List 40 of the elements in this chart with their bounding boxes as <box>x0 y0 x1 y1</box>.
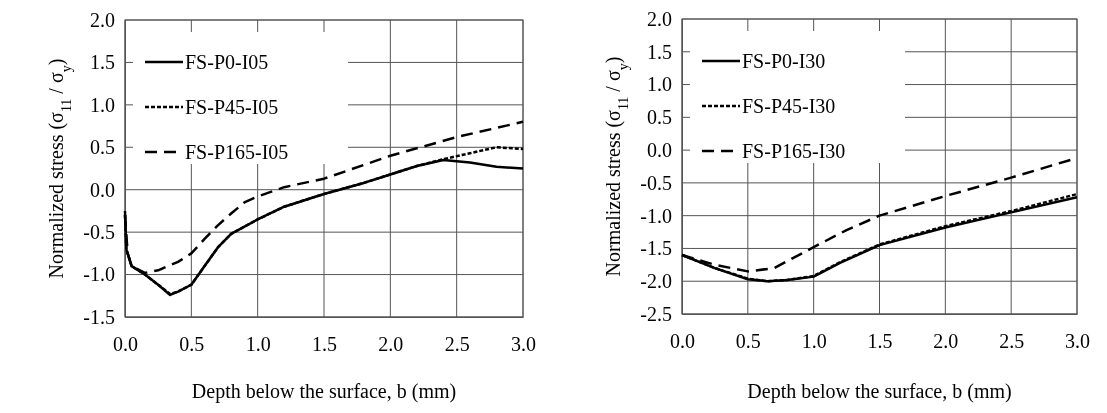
x-tick-label: 1.5 <box>312 333 337 356</box>
y-tick-label: 1.5 <box>90 51 115 74</box>
legend-label: FS-P0-I05 <box>185 51 269 73</box>
x-tick-label: 1.5 <box>867 330 893 353</box>
y-tick-label: 1.0 <box>647 73 672 96</box>
y-tick-label: 1.5 <box>647 40 672 63</box>
legend-label: FS-P45-I05 <box>185 96 279 118</box>
y-tick-label: -2.0 <box>640 270 672 293</box>
x-tick-label: 0.5 <box>179 333 205 356</box>
x-axis-title: Depth below the surface, b (mm) <box>191 380 457 403</box>
x-tick-label: 1.0 <box>245 333 271 356</box>
y-tick-label: 1.0 <box>90 93 115 116</box>
y-tick-label: -1.0 <box>640 204 672 227</box>
y-tick-label: -1.0 <box>83 263 115 286</box>
x-tick-label: 3.0 <box>1065 330 1090 353</box>
x-tick-label: 0.0 <box>670 330 695 353</box>
x-tick-label: 3.0 <box>511 333 536 356</box>
x-tick-label: 0.0 <box>113 333 138 356</box>
y-tick-label: 2.0 <box>647 7 672 30</box>
y-tick-label: 2.0 <box>90 8 115 31</box>
x-tick-label: 2.5 <box>444 333 470 356</box>
y-tick-label: 0.0 <box>647 139 672 162</box>
y-tick-label: -2.5 <box>640 302 672 325</box>
x-tick-label: 1.0 <box>801 330 827 353</box>
y-tick-label: -0.5 <box>640 171 672 194</box>
legend-label: FS-P45-I30 <box>742 95 836 117</box>
y-tick-label: 0.5 <box>647 106 672 129</box>
x-axis-title: Depth below the surface, b (mm) <box>747 380 1012 403</box>
legend-label: FS-P165-I30 <box>742 140 846 162</box>
x-tick-label: 0.5 <box>735 330 761 353</box>
y-tick-label: 0.5 <box>90 136 115 159</box>
y-tick-label: 0.0 <box>90 178 115 201</box>
y-tick-label: -1.5 <box>640 237 672 260</box>
y-tick-label: -1.5 <box>83 305 115 328</box>
x-tick-label: 2.5 <box>999 330 1025 353</box>
legend-label: FS-P165-I05 <box>185 141 289 163</box>
y-tick-label: -0.5 <box>83 221 115 244</box>
x-tick-label: 2.0 <box>378 333 404 356</box>
legend-label: FS-P0-I30 <box>742 50 826 72</box>
x-tick-label: 2.0 <box>933 330 959 353</box>
